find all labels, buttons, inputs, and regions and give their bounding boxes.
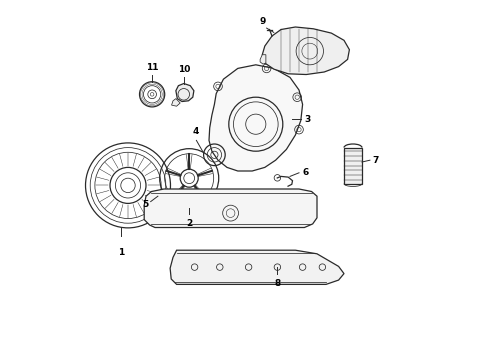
Polygon shape	[260, 55, 266, 64]
Text: 6: 6	[303, 168, 309, 177]
Text: 11: 11	[146, 63, 158, 72]
Polygon shape	[176, 84, 194, 102]
Text: 3: 3	[304, 115, 311, 124]
Text: 10: 10	[177, 65, 190, 74]
Text: 7: 7	[373, 156, 379, 165]
Polygon shape	[344, 148, 362, 184]
Text: 1: 1	[118, 248, 124, 257]
Text: 4: 4	[193, 127, 199, 136]
Polygon shape	[170, 250, 344, 284]
Polygon shape	[209, 65, 303, 171]
Polygon shape	[262, 27, 349, 75]
Polygon shape	[144, 189, 317, 228]
Text: 8: 8	[274, 279, 280, 288]
Text: 9: 9	[260, 17, 266, 26]
Text: 2: 2	[186, 219, 193, 228]
Polygon shape	[172, 99, 180, 106]
Text: 5: 5	[143, 200, 149, 209]
